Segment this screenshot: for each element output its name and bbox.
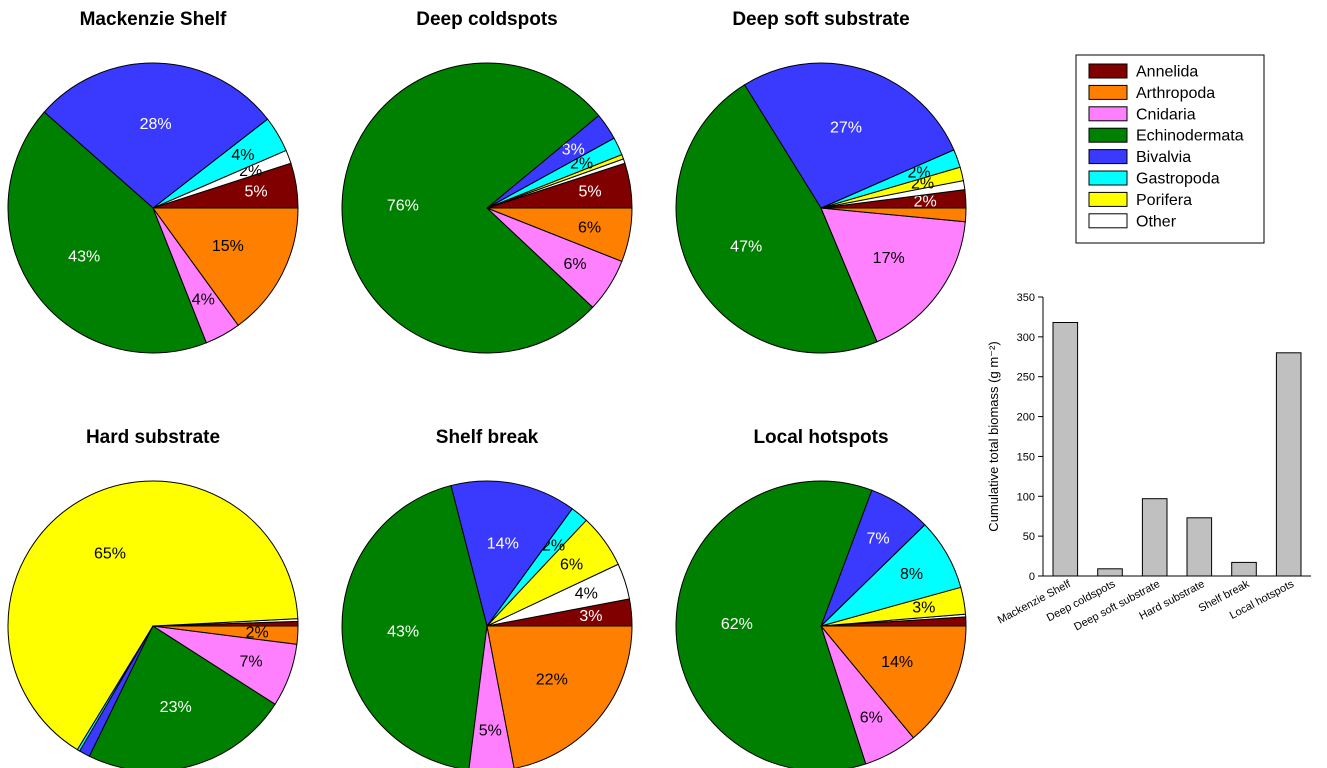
- pie-slice-label: 5%: [579, 184, 602, 201]
- legend-swatch-arthropoda: [1088, 84, 1128, 100]
- y-tick-label: 100: [1017, 491, 1035, 503]
- pie-slice-label: 6%: [564, 256, 587, 273]
- y-tick-label: 0: [1029, 571, 1035, 583]
- pie-slice-label: 7%: [866, 531, 889, 548]
- y-tick-label: 300: [1017, 332, 1035, 344]
- legend-label-bivalvia: Bivalvia: [1136, 149, 1191, 166]
- legend-label-annelida: Annelida: [1136, 64, 1198, 81]
- pie-slice-label: 2%: [246, 625, 269, 642]
- pie-slice-arthropoda: [820, 207, 967, 223]
- pie-slice-label: 6%: [560, 557, 583, 574]
- pie-slice-label: 28%: [140, 116, 172, 133]
- pie-title: Deep soft substrate: [732, 9, 909, 30]
- bar-deep-coldspots: [1097, 568, 1123, 577]
- pie-slice-echinodermata: [7, 111, 208, 354]
- pie-slice-arthropoda: [486, 625, 633, 768]
- pie-slice-porifera: [7, 480, 299, 751]
- pie-slice-label: 62%: [721, 616, 753, 633]
- pie-title: Local hotspots: [753, 427, 888, 448]
- legend: Annelida Arthropoda Cnidaria Echinodermata B…: [1075, 54, 1265, 244]
- pie-slice-label: 6%: [860, 710, 883, 727]
- bar-local-hotspots: [1275, 352, 1302, 577]
- y-tick-label: 150: [1017, 451, 1035, 463]
- legend-label-arthropoda: Arthropoda: [1136, 85, 1215, 102]
- bar-mackenzie-shelf: [1052, 322, 1079, 577]
- pie-slice-label: 7%: [240, 654, 263, 671]
- pie-slice-label: 15%: [212, 238, 244, 255]
- pie-slice-label: 3%: [912, 600, 935, 617]
- pie-slice-label: 6%: [578, 220, 601, 237]
- pie-slice-label: 14%: [487, 535, 519, 552]
- pie-slice-label: 47%: [730, 239, 762, 256]
- y-tick-label: 50: [1023, 531, 1035, 543]
- pie-slice-echinodermata: [675, 84, 878, 354]
- pie-slice-bivalvia: [43, 62, 269, 209]
- pie-title: Shelf break: [436, 427, 539, 448]
- y-axis-title: Cumulative total biomass (g m⁻²): [986, 341, 1001, 531]
- legend-swatch-bivalvia: [1088, 149, 1128, 165]
- bar-deep-soft-substrate: [1141, 498, 1168, 577]
- pie-slice-label: 27%: [830, 120, 862, 137]
- pie-slice-label: 23%: [160, 699, 192, 716]
- pie-slice-label: 17%: [873, 250, 905, 267]
- pie-slice-label: 4%: [192, 292, 215, 309]
- x-tick-label: Mackenzie Shelf: [996, 578, 1074, 627]
- pie-slice-label: 22%: [536, 672, 568, 689]
- y-tick-label: 250: [1017, 372, 1035, 384]
- pie-slice-label: 4%: [231, 147, 254, 164]
- pie-slice-echinodermata: [341, 484, 488, 768]
- legend-swatch-echinodermata: [1088, 127, 1128, 143]
- pie-slice-label: 2%: [914, 193, 937, 210]
- pie-slice-cnidaria: [820, 207, 966, 343]
- pie-slice-label: 76%: [387, 197, 419, 214]
- y-tick-label: 350: [1017, 292, 1035, 304]
- pie-slice-label: 5%: [479, 722, 502, 739]
- pie-chart-hard-substrate: Hard substrate 65% 23% 7% 2%: [7, 427, 299, 768]
- legend-swatch-gastropoda: [1088, 170, 1128, 186]
- pie-slice-label: 8%: [900, 566, 923, 583]
- bar-hard-substrate: [1186, 517, 1213, 577]
- pie-slice-bivalvia: [743, 62, 955, 209]
- pie-slice-echinodermata: [88, 625, 276, 768]
- legend-swatch-annelida: [1088, 63, 1128, 79]
- legend-label-porifera: Porifera: [1136, 192, 1192, 209]
- pie-slice-arthropoda: [819, 625, 967, 739]
- bar-shelf-break: [1231, 561, 1257, 577]
- legend-label-gastropoda: Gastropoda: [1136, 171, 1220, 188]
- pie-slice-label: 65%: [94, 546, 126, 563]
- pie-slice-label: 3%: [579, 608, 602, 625]
- legend-swatch-other: [1088, 213, 1128, 229]
- pie-slice-bivalvia: [450, 480, 573, 628]
- pie-title: Mackenzie Shelf: [80, 9, 227, 30]
- legend-swatch-porifera: [1088, 191, 1128, 207]
- pie-slice-label: 4%: [575, 586, 598, 603]
- pie-title: Hard substrate: [86, 427, 220, 448]
- legend-label-cnidaria: Cnidaria: [1136, 106, 1196, 123]
- pie-slice-label: 14%: [881, 654, 913, 671]
- pie-slice-echinodermata: [675, 480, 873, 768]
- pie-slice-arthropoda: [152, 625, 299, 645]
- pie-slice-arthropoda: [152, 207, 299, 327]
- pie-title: Deep coldspots: [416, 9, 557, 30]
- pie-slice-label: 43%: [68, 248, 100, 265]
- y-tick-label: 200: [1017, 412, 1035, 424]
- pie-slice-label: 2%: [908, 164, 931, 181]
- pie-slice-echinodermata: [341, 62, 600, 354]
- pie-slice-arthropoda: [486, 207, 633, 263]
- pie-slice-cnidaria: [468, 625, 515, 768]
- legend-label-echinodermata: Echinodermata: [1136, 128, 1244, 145]
- legend-swatch-cnidaria: [1088, 106, 1128, 122]
- pie-slice-label: 43%: [387, 623, 419, 640]
- pie-chart-local-hotspots: Local hotspots 3% 8% 7% 62% 6% 14%: [675, 427, 967, 768]
- legend-label-other: Other: [1136, 213, 1177, 230]
- pie-slice-label: 5%: [245, 184, 268, 201]
- pie-slice-label: 3%: [562, 141, 585, 158]
